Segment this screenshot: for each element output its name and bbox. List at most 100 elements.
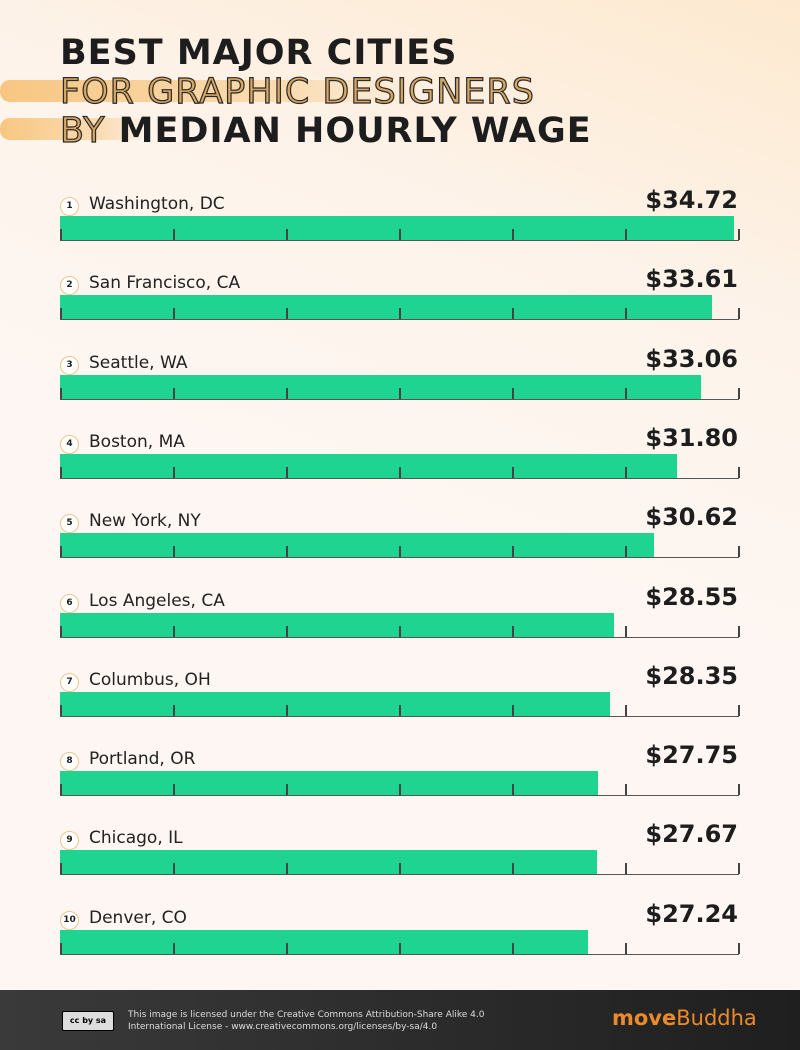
value-label: $31.80 xyxy=(645,423,738,452)
bar-axis xyxy=(60,929,740,955)
movebuddha-logo: moveBuddha xyxy=(612,1006,757,1030)
license-line-2: International License - www.creativecomm… xyxy=(128,1022,438,1032)
axis-tick xyxy=(399,387,401,399)
axis-tick xyxy=(173,863,175,875)
value-label: $34.72 xyxy=(645,186,738,214)
axis-tick xyxy=(60,546,62,558)
city-label: New York, NY xyxy=(89,511,201,532)
bar-row: 1 Washington, DC $34.72 xyxy=(60,186,740,260)
axis-tick xyxy=(173,704,175,716)
value-label: $33.61 xyxy=(645,265,738,294)
logo-bold: move xyxy=(612,1006,677,1030)
footer: cc by sa This image is licensed under th… xyxy=(0,990,800,1050)
axis-tick xyxy=(738,387,740,399)
rank-badge: 10 xyxy=(60,910,79,930)
axis-tick xyxy=(738,704,740,716)
axis-tick xyxy=(738,942,740,954)
rank-badge: 5 xyxy=(60,514,79,534)
axis-tick xyxy=(625,546,627,558)
bar-row: 7 Columbus, OH $28.35 xyxy=(60,662,740,736)
bar xyxy=(60,771,599,796)
city-label: Seattle, WA xyxy=(89,352,188,373)
bar-row: 6 Los Angeles, CA $28.55 xyxy=(60,583,740,657)
axis-tick xyxy=(399,942,401,954)
bar xyxy=(60,850,597,875)
axis-tick xyxy=(286,863,288,875)
bar xyxy=(60,216,734,240)
axis-tick xyxy=(60,387,62,399)
value-label: $27.75 xyxy=(645,741,738,770)
axis-tick xyxy=(512,308,514,320)
axis-tick xyxy=(625,625,627,637)
bar xyxy=(60,691,610,716)
bar xyxy=(60,612,614,637)
brush-highlight xyxy=(0,80,420,102)
axis-tick xyxy=(399,546,401,558)
axis-tick xyxy=(625,784,627,796)
bar-axis xyxy=(60,295,740,321)
axis-tick xyxy=(625,466,627,478)
rank-badge: 6 xyxy=(60,593,79,613)
bar-row: 10 Denver, CO $27.24 xyxy=(60,900,740,974)
axis-tick xyxy=(173,466,175,478)
bar xyxy=(60,295,713,320)
city-label: Denver, CO xyxy=(89,907,187,928)
axis-tick xyxy=(512,466,514,478)
cc-license-icon: cc by sa xyxy=(62,1011,114,1031)
title-line-2: FOR GRAPHIC DESIGNERS xyxy=(59,72,535,112)
bar xyxy=(60,453,677,478)
axis-tick xyxy=(625,308,627,320)
city-label: Los Angeles, CA xyxy=(89,590,225,611)
logo-rest: Buddha xyxy=(676,1006,757,1030)
axis-tick xyxy=(512,784,514,796)
axis-tick xyxy=(399,625,401,637)
bar-row: 5 New York, NY $30.62 xyxy=(60,503,740,577)
axis-tick xyxy=(60,942,62,954)
value-label: $30.62 xyxy=(645,503,738,532)
bar xyxy=(60,929,589,954)
rank-badge: 7 xyxy=(60,672,79,692)
bar-row: 9 Chicago, IL $27.67 xyxy=(60,820,740,894)
axis-tick xyxy=(286,308,288,320)
axis-tick xyxy=(399,704,401,716)
axis-tick xyxy=(60,466,62,478)
rank-badge: 3 xyxy=(60,355,79,375)
title-line-1: BEST MAJOR CITIES xyxy=(60,33,458,73)
license-text: This image is licensed under the Creativ… xyxy=(128,1009,484,1033)
axis-tick xyxy=(173,387,175,399)
axis-tick xyxy=(512,229,514,240)
rank-badge: 8 xyxy=(60,752,79,772)
axis-tick xyxy=(60,229,62,240)
axis-tick xyxy=(512,387,514,399)
bar-axis xyxy=(60,612,740,638)
axis-tick xyxy=(399,308,401,320)
bar-row: 3 Seattle, WA $33.06 xyxy=(60,345,740,419)
rank-badge: 9 xyxy=(60,831,79,851)
axis-tick xyxy=(625,704,627,716)
axis-tick xyxy=(399,229,401,240)
axis-tick xyxy=(60,308,62,320)
axis-tick xyxy=(512,863,514,875)
bar-axis xyxy=(60,533,740,559)
axis-tick xyxy=(173,308,175,320)
axis-tick xyxy=(286,942,288,954)
city-label: Chicago, IL xyxy=(89,828,183,849)
axis-tick xyxy=(60,863,62,875)
bar-axis xyxy=(60,771,740,797)
city-label: Portland, OR xyxy=(89,749,196,770)
axis-tick xyxy=(625,863,627,875)
rank-badge: 4 xyxy=(60,434,79,454)
axis-tick xyxy=(738,308,740,320)
bar-axis xyxy=(60,374,740,400)
city-label: Boston, MA xyxy=(89,431,185,452)
city-label: San Francisco, CA xyxy=(89,273,241,294)
brush-highlight xyxy=(0,118,150,140)
axis-tick xyxy=(625,387,627,399)
axis-tick xyxy=(286,784,288,796)
axis-tick xyxy=(399,466,401,478)
bar-axis xyxy=(60,216,740,241)
axis-tick xyxy=(286,229,288,240)
license-line-1: This image is licensed under the Creativ… xyxy=(128,1010,485,1020)
axis-tick xyxy=(60,625,62,637)
axis-tick xyxy=(173,546,175,558)
